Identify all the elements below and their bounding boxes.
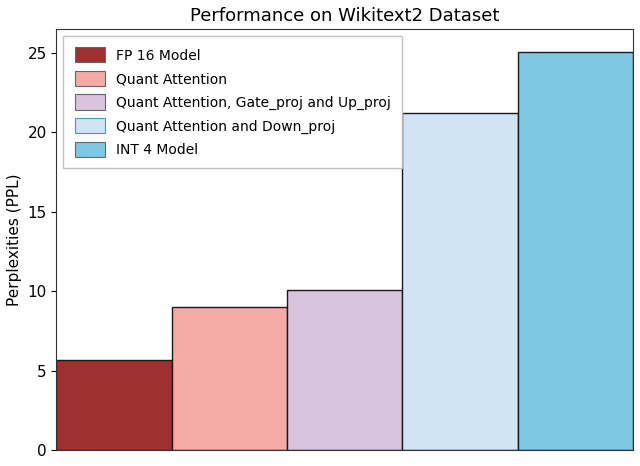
Bar xyxy=(287,290,403,450)
Bar xyxy=(518,52,633,450)
Bar xyxy=(56,360,172,450)
Bar xyxy=(172,307,287,450)
Y-axis label: Perplexities (PPL): Perplexities (PPL) xyxy=(7,173,22,306)
Bar xyxy=(403,113,518,450)
Legend: FP 16 Model, Quant Attention, Quant Attention, Gate_proj and Up_proj, Quant Atte: FP 16 Model, Quant Attention, Quant Atte… xyxy=(63,36,402,168)
Title: Performance on Wikitext2 Dataset: Performance on Wikitext2 Dataset xyxy=(190,7,499,25)
